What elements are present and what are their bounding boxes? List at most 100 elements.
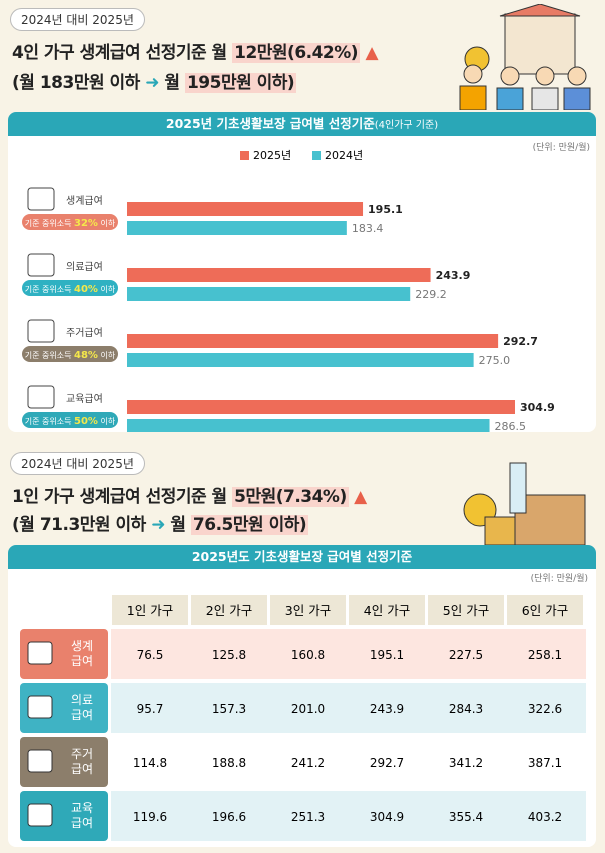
headline-highlight: 12만원(6.42%) (232, 43, 361, 63)
sublabel-box (22, 214, 118, 230)
headline-text: 1인 가구 생계급여 선정기준 월 (12, 487, 227, 507)
cell: 227.5 (449, 648, 483, 662)
chart-title-bar: 2025년 기초생활보장 급여별 선정기준(4인가구 기준) (8, 112, 596, 136)
cell: 251.3 (291, 810, 325, 824)
column-header: 1인 가구 (127, 603, 173, 618)
sublabel: 기준 중위소득 40% 이하 (25, 284, 116, 295)
cell: 196.6 (212, 810, 246, 824)
to-prefix: 월 (170, 515, 186, 535)
value-label: 292.7 (503, 335, 538, 348)
cell: 195.1 (370, 648, 404, 662)
cell: 355.4 (449, 810, 483, 824)
bar (127, 221, 347, 235)
column-header: 2인 가구 (206, 603, 252, 618)
row-label: 급여 (71, 654, 93, 668)
badge: 2024년 대비 2025년 (10, 8, 145, 31)
sublabel-part: 32% (74, 218, 98, 229)
headline-2: (월 71.3만원 이하 ➜ 월 76.5만원 이하) (12, 510, 309, 535)
icon (27, 319, 55, 343)
row-label: 의료 (71, 693, 93, 707)
cell: 201.0 (291, 702, 325, 716)
row-bg (111, 737, 586, 787)
row-label: 교육 (71, 801, 93, 815)
row-label: 급여 (71, 708, 93, 722)
sublabel-part: 이하 (101, 284, 116, 294)
sublabel-part: 이하 (101, 350, 116, 360)
value-label: 243.9 (436, 269, 471, 282)
icon (27, 385, 55, 409)
to-highlight: 195만원 이하) (184, 73, 297, 93)
to-prefix: 월 (164, 73, 180, 93)
from: (월 183만원 이하 (12, 73, 140, 93)
sublabel-part: 기준 중위소득 (25, 285, 72, 294)
cell: 241.2 (291, 756, 325, 770)
category-label: 생계급여 (66, 195, 103, 207)
headline-text: 4인 가구 생계급여 선정기준 월 (12, 43, 227, 63)
cell: 119.6 (133, 810, 167, 824)
row-label: 생계 (71, 639, 93, 653)
up-arrow: ▲ (365, 43, 379, 63)
arrow: ➜ (145, 73, 159, 93)
cell: 160.8 (291, 648, 325, 662)
sublabel-box (22, 412, 118, 428)
chart-card: 2025년 기초생활보장 급여별 선정기준(4인가구 기준) (단위: 만원/월… (8, 112, 596, 432)
row-bg (111, 791, 586, 841)
from: (월 71.3만원 이하 (12, 515, 146, 535)
headline-highlight: 5만원(7.34%) (232, 487, 349, 507)
headline: 4인 가구 생계급여 선정기준 월 12만원(6.42%) ▲ (12, 38, 379, 63)
sublabel-box (22, 280, 118, 296)
bar (127, 334, 499, 348)
headline-2: (월 183만원 이하 ➜ 월 195만원 이하) (12, 68, 297, 93)
row-icon (27, 803, 53, 827)
sublabel-part: 40% (74, 284, 98, 295)
up-arrow: ▲ (354, 487, 367, 507)
table: (단위: 만원/월) 1인 가구 2인 가구 3인 가구 4인 가구 5인 가구 6인 가… (20, 572, 588, 841)
row-icon (27, 641, 53, 665)
column-header-bg (428, 595, 504, 625)
headline: 1인 가구 생계급여 선정기준 월 5만원(7.34%) ▲ (12, 482, 367, 507)
value-label: 195.1 (368, 203, 403, 216)
goods-illustration (463, 462, 586, 545)
column-header: 4인 가구 (364, 603, 410, 618)
bar (127, 287, 411, 301)
cell: 125.8 (212, 648, 246, 662)
column-header-bg (112, 595, 188, 625)
unit: (단위: 만원/월) (533, 141, 590, 153)
cell: 341.2 (449, 756, 483, 770)
icon (27, 187, 55, 211)
table-title-bar: 2025년도 기초생활보장 급여별 선정기준 (8, 545, 596, 569)
column-header-bg (507, 595, 583, 625)
row-icon (27, 749, 53, 773)
table-title: 2025년도 기초생활보장 급여별 선정기준 (191, 549, 413, 564)
value-label: 229.2 (415, 288, 447, 301)
value-label: 183.4 (352, 222, 384, 235)
cell: 114.8 (133, 756, 167, 770)
sublabel-part: 50% (74, 416, 98, 427)
to-highlight: 76.5만원 이하) (190, 515, 309, 535)
arrow: ➜ (151, 515, 165, 535)
value-label: 286.5 (495, 420, 527, 432)
sublabel-part: 기준 중위소득 (25, 417, 72, 426)
cell: 304.9 (370, 810, 404, 824)
cell: 322.6 (528, 702, 562, 716)
cell: 243.9 (370, 702, 404, 716)
legend-swatch (312, 151, 321, 160)
sublabel-part: 48% (74, 350, 98, 361)
family-illustration (459, 4, 591, 110)
sublabel-box (22, 346, 118, 362)
legend-label: 2024년 (325, 149, 363, 162)
bar (127, 400, 515, 414)
sublabel: 기준 중위소득 48% 이하 (25, 350, 116, 361)
row-label: 급여 (71, 816, 93, 830)
category-label: 주거급여 (66, 327, 103, 339)
cell: 76.5 (137, 648, 164, 662)
badge: 2024년 대비 2025년 (10, 452, 145, 475)
sublabel: 기준 중위소득 50% 이하 (25, 416, 116, 427)
bar (127, 202, 364, 216)
cell: 387.1 (528, 756, 562, 770)
bar (127, 268, 431, 282)
sublabel: 기준 중위소득 32% 이하 (25, 218, 116, 229)
column-header: 5인 가구 (443, 603, 489, 618)
